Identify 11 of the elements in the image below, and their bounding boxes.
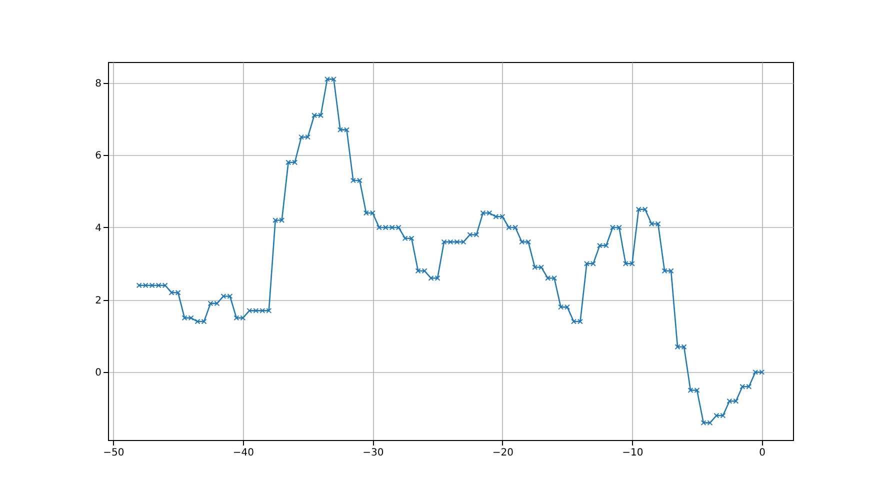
x-tick-label: −50	[103, 448, 124, 458]
y-tick-label: 4	[95, 222, 102, 234]
x-tick-label: −30	[362, 448, 384, 458]
x-tick-label: −10	[622, 448, 644, 458]
y-tick-label: 6	[95, 150, 102, 162]
y-tick-label: 8	[95, 78, 102, 90]
x-tick-label: −40	[232, 448, 254, 458]
x-tick-label: 0	[759, 448, 766, 458]
y-tick-label: 2	[95, 295, 102, 306]
y-tick-label: 0	[95, 368, 102, 379]
x-tick-label: −20	[492, 448, 514, 458]
